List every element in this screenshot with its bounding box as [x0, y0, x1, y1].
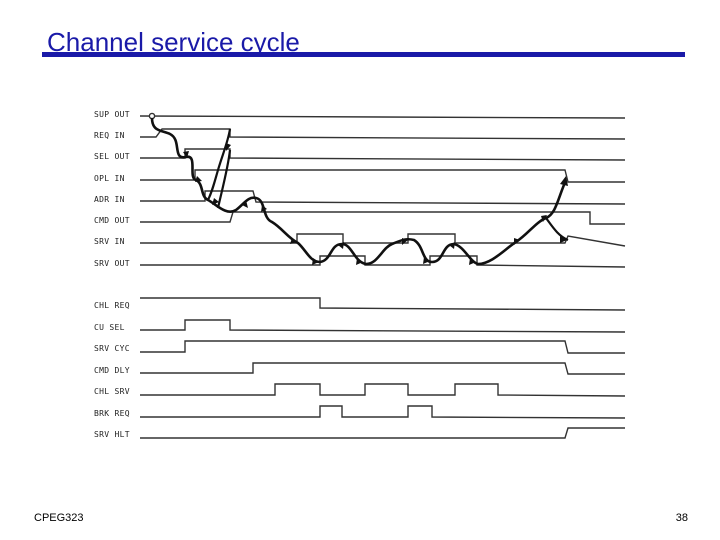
- signal-label-cu-sel: CU SEL: [94, 323, 125, 332]
- title-underline: [42, 52, 685, 57]
- cmd-out-return-curve: [545, 217, 569, 242]
- arrowhead: [356, 258, 363, 265]
- waveform-cmd-dly: [140, 362, 625, 375]
- sup-out-origin-marker: [148, 112, 156, 120]
- waveform-adr-in: [140, 190, 626, 205]
- waveform-sel-out: [140, 148, 626, 161]
- req-in-return-curve: [207, 128, 232, 201]
- signal-label-sel-out: SEL OUT: [94, 152, 130, 161]
- signal-label-srv-hlt: SRV HLT: [94, 430, 130, 439]
- signal-label-cmd-dly: CMD DLY: [94, 366, 130, 375]
- waveform-srv-in: [140, 233, 626, 247]
- arrowhead: [338, 242, 344, 249]
- waveform-chl-req: [140, 297, 626, 311]
- waveform-opl-in: [140, 169, 625, 183]
- arrowhead: [560, 236, 567, 243]
- waveform-cmd-out: [140, 211, 625, 225]
- signal-label-cmd-out: CMD OUT: [94, 216, 130, 225]
- arrowhead: [469, 258, 476, 265]
- waveform-srv-out: [140, 255, 626, 268]
- sel-out-return-curve: [216, 149, 232, 209]
- arrowhead: [514, 238, 520, 245]
- signal-label-srv-in: SRV IN: [94, 237, 125, 246]
- waveform-chl-srv: [140, 383, 626, 397]
- signal-label-opl-in: OPL IN: [94, 174, 125, 183]
- waveform-srv-cyc: [140, 340, 625, 354]
- waveform-sup-out: [139, 115, 626, 119]
- waveform-srv-hlt: [140, 427, 625, 439]
- signal-label-brk-req: BRK REQ: [94, 409, 130, 418]
- footer-page-number: 38: [675, 512, 688, 524]
- signal-label-srv-cyc: SRV CYC: [94, 344, 130, 353]
- arrowhead: [183, 151, 189, 158]
- arrowhead: [541, 215, 547, 222]
- arrowhead: [560, 176, 568, 186]
- waveform-req-in: [140, 128, 626, 140]
- signal-label-srv-out: SRV OUT: [94, 259, 130, 268]
- lower-signal-labels: CHL REQ CU SEL SRV CYC CMD DLY CHL SRV B…: [94, 301, 130, 439]
- handshake-sequence: [150, 117, 569, 266]
- signal-label-chl-srv: CHL SRV: [94, 387, 130, 396]
- waveform-brk-req: [140, 405, 626, 419]
- lower-waveforms: [140, 297, 626, 439]
- footer-course: CPEG323: [34, 512, 84, 524]
- arrowhead: [312, 258, 319, 265]
- arrowhead: [242, 200, 248, 208]
- signal-label-adr-in: ADR IN: [94, 195, 125, 204]
- arrowhead: [290, 238, 297, 244]
- upper-signal-labels: SUP OUT REQ IN SEL OUT OPL IN ADR IN CMD…: [94, 110, 130, 268]
- arrowhead: [226, 143, 231, 151]
- arrowhead: [261, 205, 267, 212]
- arrowhead: [195, 176, 202, 182]
- arrowhead: [449, 242, 455, 249]
- arrowhead: [212, 198, 219, 205]
- arrowhead: [423, 257, 430, 264]
- handshake-arrowheads: [183, 143, 568, 265]
- signal-label-sup-out: SUP OUT: [94, 110, 130, 119]
- signal-label-chl-req: CHL REQ: [94, 301, 130, 310]
- waveform-cu-sel: [140, 319, 626, 333]
- arrowhead: [402, 238, 408, 245]
- signal-label-req-in: REQ IN: [94, 131, 125, 140]
